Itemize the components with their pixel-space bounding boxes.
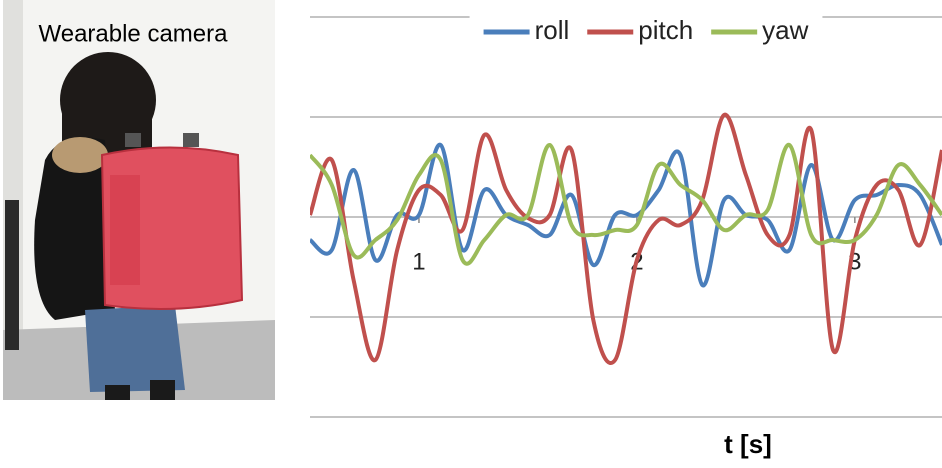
fur-collar [52,137,108,173]
x-tick-label: 1 [412,248,425,275]
legend-label: pitch [638,15,693,45]
backpack-side [110,175,140,285]
plot-lines [310,112,942,366]
legend-label: yaw [762,15,808,45]
camera [183,133,199,147]
photo: Wearable camera [3,0,275,400]
legend: roll pitch yaw [469,15,823,49]
jacket [34,137,115,320]
camera [125,133,141,147]
x-axis-label: t [s] [724,429,772,459]
photo-door [5,200,19,350]
leg [150,380,175,400]
series-line [310,142,942,266]
series-line [310,112,942,366]
leg [105,385,130,400]
series-line [310,142,942,288]
photo-caption: Wearable camera [39,20,229,47]
skirt [85,305,185,392]
legend-label: roll [535,15,570,45]
